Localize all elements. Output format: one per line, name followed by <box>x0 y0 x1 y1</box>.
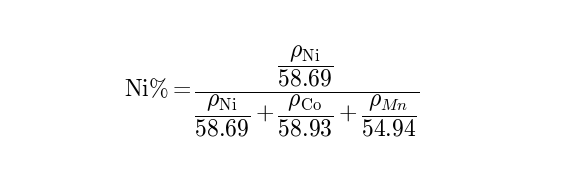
Text: $\mathrm{Ni\%} = \dfrac{\dfrac{\rho_{\mathrm{Ni}}}{58.69}}{\dfrac{\rho_{\mathrm{: $\mathrm{Ni\%} = \dfrac{\dfrac{\rho_{\ma… <box>124 44 420 139</box>
